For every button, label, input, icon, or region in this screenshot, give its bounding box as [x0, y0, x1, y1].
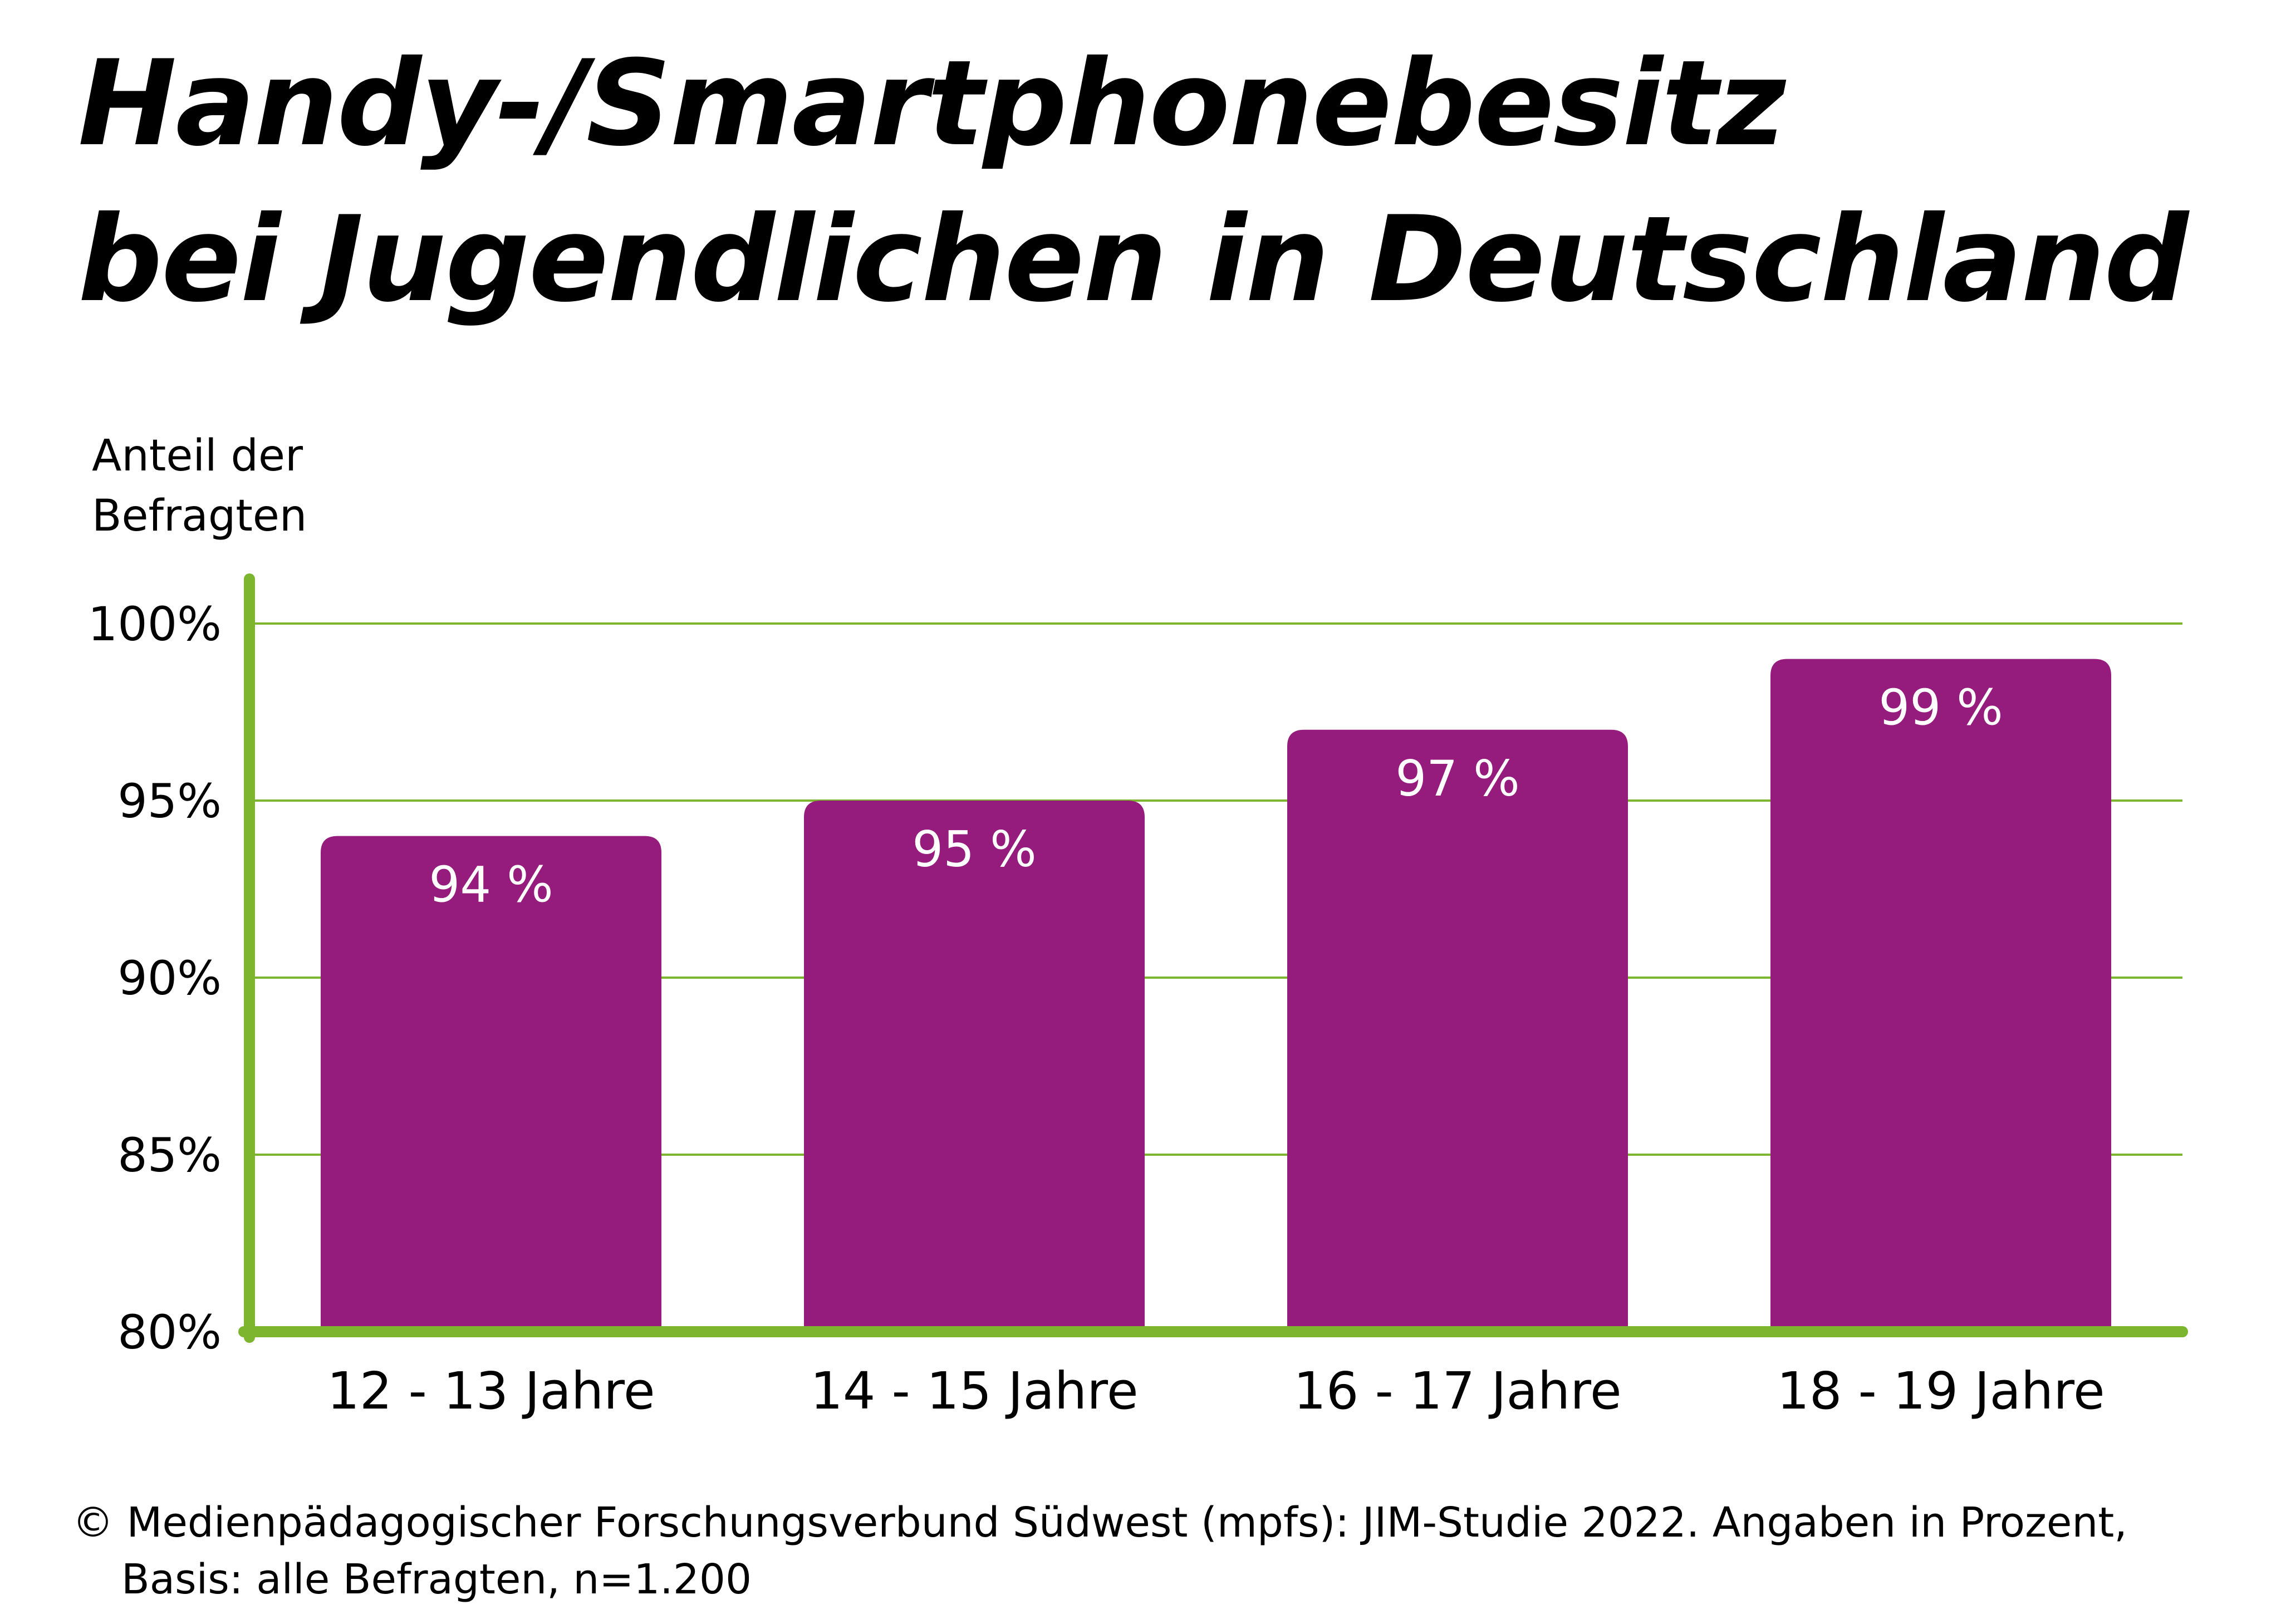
x-tick-label-4: 18 - 19 Jahre — [1777, 1361, 2105, 1421]
source-note-line-2: Basis: alle Befragten, n=1.200 — [121, 1556, 752, 1603]
y-tick-label-90: 90% — [117, 951, 222, 1005]
x-tick-label-3: 16 - 17 Jahre — [1293, 1361, 1621, 1421]
bar-value-label-4: 99 % — [1878, 679, 2003, 737]
bars — [321, 659, 2111, 1332]
x-tick-labels: 12 - 13 Jahre 14 - 15 Jahre 16 - 17 Jahre 1… — [327, 1361, 2105, 1421]
y-tick-label-95: 95% — [117, 774, 222, 828]
source-note-line-1: © Medienpädagogischer Forschungsverbund … — [72, 1499, 2127, 1547]
bar-value-label-1: 94 % — [429, 856, 553, 914]
bar-1 — [321, 836, 661, 1332]
y-tick-label-85: 85% — [117, 1128, 222, 1183]
axes — [238, 573, 2188, 1343]
y-tick-labels: 80% 85% 90% 95% 100% — [88, 597, 222, 1360]
bar-value-labels: 94 % 95 % 97 % 99 % — [429, 679, 2003, 914]
chart-title-line-1: Handy-/Smartphonebesitz — [78, 35, 1786, 172]
y-axis-label-line-2: Befragten — [92, 491, 307, 541]
y-tick-label-100: 100% — [88, 597, 222, 651]
y-tick-label-80: 80% — [117, 1305, 222, 1360]
y-axis-label-line-1: Anteil der — [92, 431, 303, 481]
bar-3 — [1287, 729, 1628, 1332]
bar-4 — [1770, 659, 2111, 1332]
x-tick-label-2: 14 - 15 Jahre — [810, 1361, 1138, 1421]
bar-value-label-2: 95 % — [912, 821, 1037, 878]
bar-2 — [804, 801, 1145, 1332]
bar-value-label-3: 97 % — [1395, 750, 1520, 807]
chart-title-line-2: bei Jugendlichen in Deutschland — [78, 190, 2189, 328]
x-tick-label-1: 12 - 13 Jahre — [327, 1361, 655, 1421]
